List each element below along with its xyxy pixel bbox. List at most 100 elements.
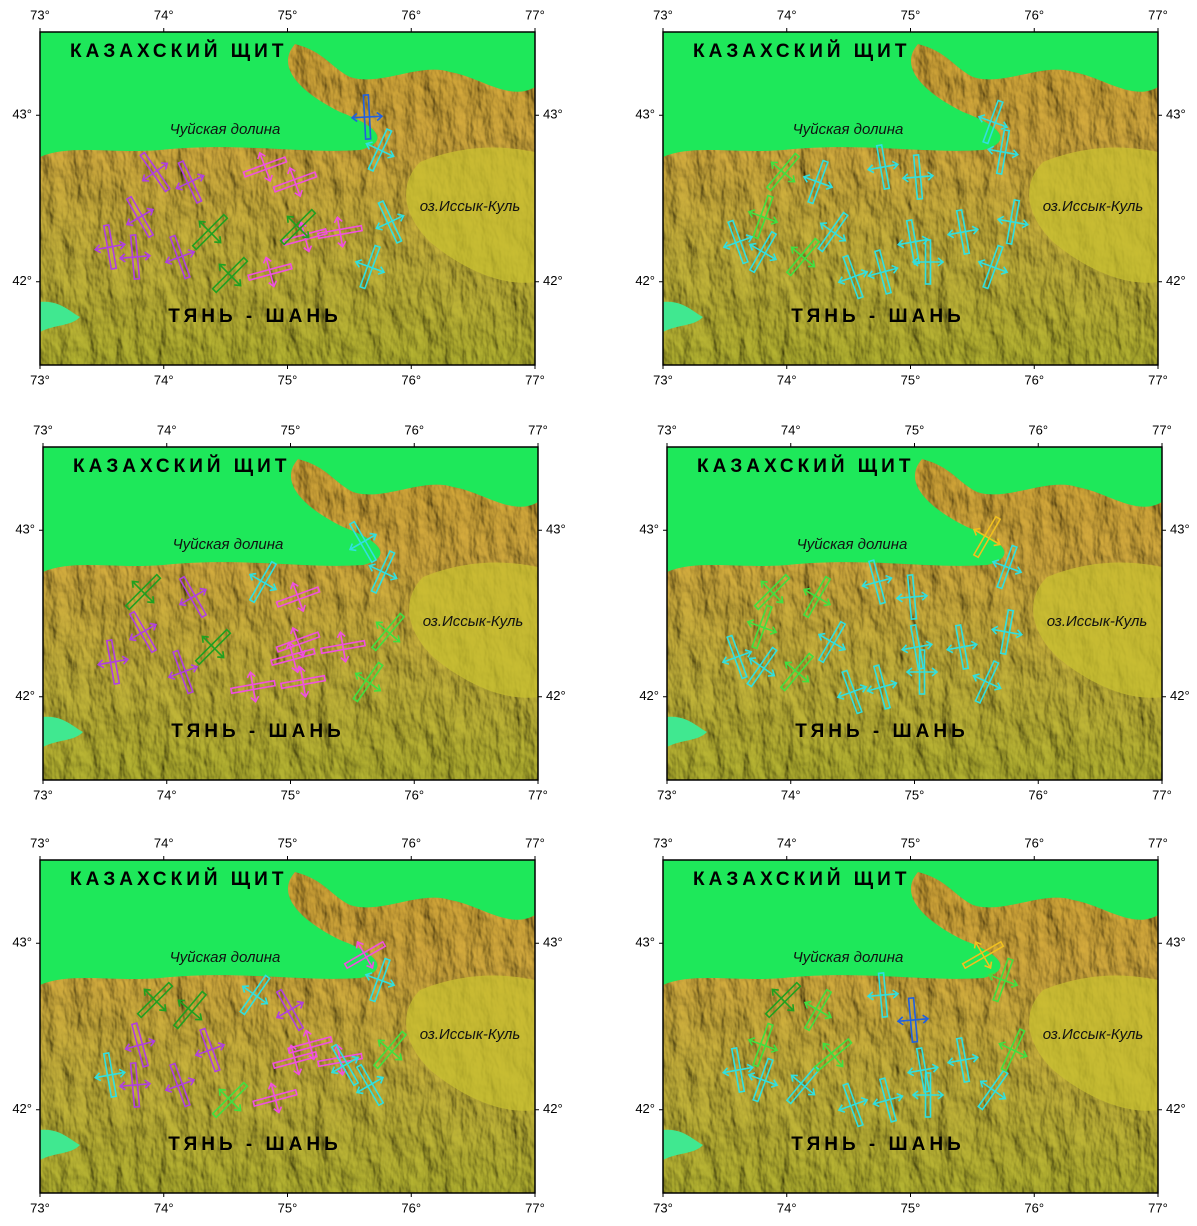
place-label: ТЯНЬ - ШАНЬ <box>791 1134 964 1155</box>
lon-label: 75° <box>905 422 925 437</box>
lon-label: 76° <box>401 372 421 387</box>
place-label: ТЯНЬ - ШАНЬ <box>791 306 964 327</box>
place-label: КАЗАХСКИЙ ЩИТ <box>693 40 910 62</box>
lon-label: 74° <box>154 835 174 850</box>
place-label: Чуйская долина <box>793 949 904 966</box>
lat-label: 43° <box>15 522 35 537</box>
lon-label: 77° <box>528 787 548 802</box>
lon-label: 73° <box>30 1200 50 1215</box>
lon-label: 74° <box>777 7 797 22</box>
map-figure: 73° 73° 74° 74° 75° 75° 76° 76° 77° 77° 42° 42° 43° 4… <box>0 0 1197 1221</box>
lon-label: 74° <box>777 835 797 850</box>
lon-label: 73° <box>653 1200 673 1215</box>
lon-label: 76° <box>401 7 421 22</box>
lat-label: 43° <box>1170 522 1190 537</box>
lon-label: 75° <box>905 787 925 802</box>
place-label: ТЯНЬ - ШАНЬ <box>168 306 341 327</box>
lat-label: 42° <box>543 1101 563 1116</box>
lon-label: 76° <box>1024 835 1044 850</box>
lon-label: 75° <box>901 372 921 387</box>
lon-label: 77° <box>1148 835 1168 850</box>
place-label: КАЗАХСКИЙ ЩИТ <box>70 868 287 890</box>
lat-label: 42° <box>15 688 35 703</box>
lat-label: 43° <box>543 107 563 122</box>
lon-label: 76° <box>1024 7 1044 22</box>
lon-label: 73° <box>653 372 673 387</box>
lon-label: 75° <box>281 422 301 437</box>
place-label: Чуйская долина <box>173 536 284 553</box>
place-label: оз.Иссык-Куль <box>1047 613 1148 630</box>
lat-label: 43° <box>12 935 32 950</box>
lon-label: 77° <box>1152 422 1172 437</box>
lat-label: 42° <box>635 273 655 288</box>
lat-label: 43° <box>546 522 566 537</box>
lon-label: 77° <box>1148 372 1168 387</box>
lon-label: 75° <box>901 7 921 22</box>
map-panel: 73°73°74°74°75°75°76°76°77°77°42°42°43°4… <box>12 835 562 1215</box>
place-label: Чуйская долина <box>797 536 908 553</box>
lat-label: 42° <box>546 688 566 703</box>
lon-label: 73° <box>653 835 673 850</box>
place-label: оз.Иссык-Куль <box>423 613 524 630</box>
place-label: оз.Иссык-Куль <box>420 1026 521 1043</box>
lat-label: 43° <box>635 107 655 122</box>
lon-label: 76° <box>1028 787 1048 802</box>
lat-label: 43° <box>639 522 659 537</box>
lon-label: 74° <box>777 1200 797 1215</box>
lon-label: 77° <box>528 422 548 437</box>
place-label: ТЯНЬ - ШАНЬ <box>168 1134 341 1155</box>
lon-label: 77° <box>1152 787 1172 802</box>
lon-label: 76° <box>401 835 421 850</box>
lon-label: 74° <box>157 422 177 437</box>
lat-label: 43° <box>543 935 563 950</box>
lon-label: 74° <box>157 787 177 802</box>
place-label: КАЗАХСКИЙ ЩИТ <box>693 868 910 890</box>
lon-label: 73° <box>30 835 50 850</box>
lat-label: 42° <box>12 1101 32 1116</box>
place-label: КАЗАХСКИЙ ЩИТ <box>697 455 914 477</box>
lat-label: 42° <box>12 273 32 288</box>
lon-label: 74° <box>154 1200 174 1215</box>
lon-label: 74° <box>154 372 174 387</box>
lat-label: 43° <box>1166 935 1186 950</box>
lon-label: 75° <box>278 1200 298 1215</box>
lat-label: 42° <box>543 273 563 288</box>
lon-label: 74° <box>777 372 797 387</box>
place-label: оз.Иссык-Куль <box>420 198 521 215</box>
lon-label: 73° <box>30 372 50 387</box>
lon-label: 73° <box>33 422 53 437</box>
place-label: Чуйская долина <box>170 121 281 138</box>
place-label: Чуйская долина <box>170 949 281 966</box>
lon-label: 73° <box>33 787 53 802</box>
lat-label: 43° <box>1166 107 1186 122</box>
map-panel: 73°73°74°74°75°75°76°76°77°77°42°42°43°4… <box>635 835 1185 1215</box>
map-panel: 73°73°74°74°75°75°76°76°77°77°42°42°43°4… <box>12 7 562 387</box>
map-panel: 73°73°74°74°75°75°76°76°77°77°42°42°43°4… <box>15 422 565 802</box>
lon-label: 74° <box>781 422 801 437</box>
lon-label: 77° <box>525 1200 545 1215</box>
lon-label: 77° <box>1148 1200 1168 1215</box>
lat-label: 43° <box>12 107 32 122</box>
lon-label: 74° <box>781 787 801 802</box>
lat-label: 42° <box>639 688 659 703</box>
lon-label: 76° <box>1024 1200 1044 1215</box>
lon-label: 75° <box>278 835 298 850</box>
lon-label: 75° <box>901 835 921 850</box>
place-label: оз.Иссык-Куль <box>1043 198 1144 215</box>
place-label: ТЯНЬ - ШАНЬ <box>795 721 968 742</box>
map-panel: 73°73°74°74°75°75°76°76°77°77°42°42°43°4… <box>635 7 1185 387</box>
place-label: оз.Иссык-Куль <box>1043 1026 1144 1043</box>
lon-label: 73° <box>657 422 677 437</box>
lon-label: 74° <box>154 7 174 22</box>
map-panel: 73°73°74°74°75°75°76°76°77°77°42°42°43°4… <box>639 422 1189 802</box>
lon-label: 73° <box>657 787 677 802</box>
place-label: Чуйская долина <box>793 121 904 138</box>
lon-label: 76° <box>1028 422 1048 437</box>
lon-label: 75° <box>281 787 301 802</box>
lon-label: 77° <box>525 835 545 850</box>
lon-label: 76° <box>404 787 424 802</box>
lon-label: 73° <box>30 7 50 22</box>
lat-label: 43° <box>635 935 655 950</box>
lat-label: 42° <box>1166 273 1186 288</box>
place-label: КАЗАХСКИЙ ЩИТ <box>73 455 290 477</box>
